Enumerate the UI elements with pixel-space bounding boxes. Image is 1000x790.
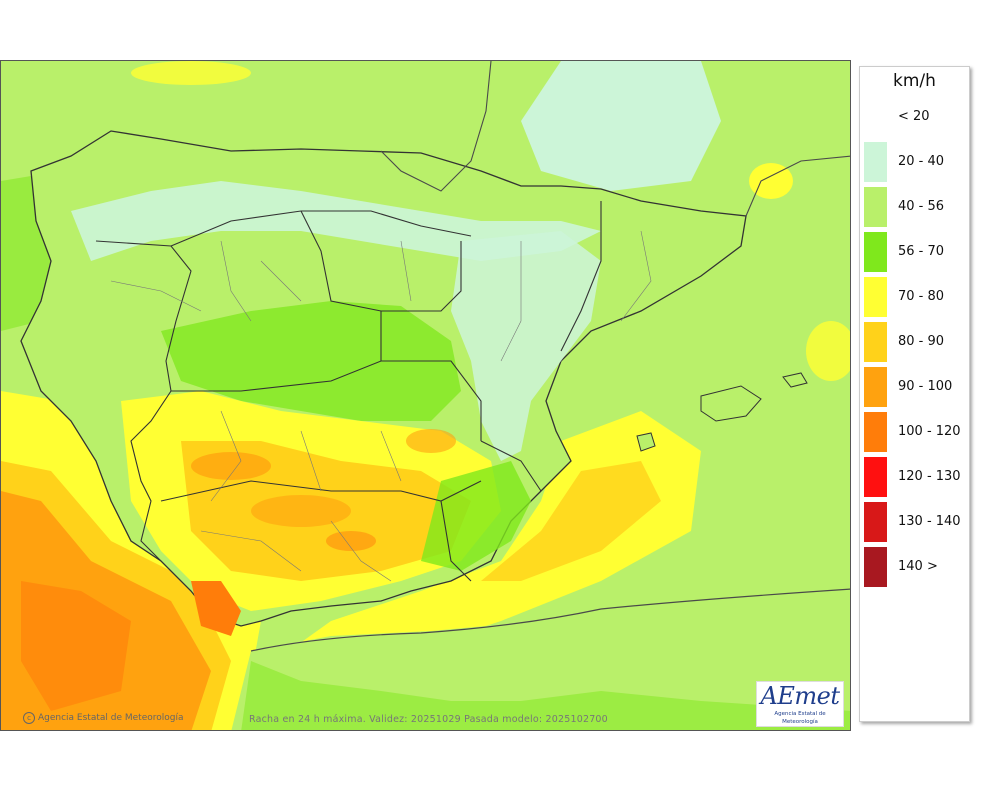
gust-zone xyxy=(806,321,850,381)
legend-item: 20 - 40 xyxy=(864,142,968,182)
legend-label: 140 > xyxy=(898,559,938,574)
ibiza xyxy=(636,432,656,452)
legend-label: < 20 xyxy=(898,109,930,124)
gust-zone xyxy=(481,461,661,581)
credit-text: Agencia Estatal de Meteorología xyxy=(38,713,184,723)
agency-credit: c Agencia Estatal de Meteorología xyxy=(23,712,184,724)
gust-zone xyxy=(191,581,241,636)
legend-item: 130 - 140 xyxy=(864,502,968,542)
legend-label: 90 - 100 xyxy=(898,379,953,394)
france-coastline xyxy=(745,155,850,217)
legend-swatch xyxy=(864,457,887,497)
legend-item: 140 > xyxy=(864,547,968,587)
legend-swatch xyxy=(864,367,887,407)
legend-label: 56 - 70 xyxy=(898,244,945,259)
gust-zone xyxy=(251,495,351,527)
legend-label: 80 - 90 xyxy=(898,334,945,349)
legend-swatch xyxy=(864,187,887,227)
legend-item: 80 - 90 xyxy=(864,322,968,362)
calm-zone xyxy=(451,231,601,461)
map-canvas xyxy=(1,61,850,730)
legend-swatch xyxy=(864,142,887,182)
france-atlantic-coastline xyxy=(380,61,492,192)
legend-item: < 20 xyxy=(864,97,968,137)
legend-swatch xyxy=(864,322,887,362)
legend-item: 70 - 80 xyxy=(864,277,968,317)
gust-zone xyxy=(241,661,850,730)
legend-unit: km/h xyxy=(893,71,936,91)
legend-item: 40 - 56 xyxy=(864,187,968,227)
mallorca xyxy=(700,385,762,422)
map-caption: Racha en 24 h máxima. Validez: 20251029 … xyxy=(249,714,608,725)
gust-zone xyxy=(326,531,376,551)
wind-gust-map: c Agencia Estatal de Meteorología Racha e… xyxy=(0,60,851,731)
legend-label: 130 - 140 xyxy=(898,514,961,529)
gust-zone xyxy=(749,163,793,199)
legend-swatch xyxy=(864,412,887,452)
aemet-logo: AEmet Agencia Estatal de Meteorología xyxy=(756,681,844,727)
calm-sea-zone xyxy=(521,61,721,191)
legend-label: 100 - 120 xyxy=(898,424,961,439)
legend-label: 40 - 56 xyxy=(898,199,945,214)
legend-swatch xyxy=(864,97,887,137)
province-borders xyxy=(110,230,652,582)
legend-swatch xyxy=(864,232,887,272)
legend-swatch xyxy=(864,502,887,542)
legend-swatch xyxy=(864,547,887,587)
gust-zone xyxy=(21,581,131,711)
legend-item: 90 - 100 xyxy=(864,367,968,407)
legend-item: 120 - 130 xyxy=(864,457,968,497)
menorca xyxy=(782,372,808,388)
legend-label: 120 - 130 xyxy=(898,469,961,484)
gust-zone xyxy=(191,452,271,480)
gust-zone xyxy=(406,429,456,453)
region-borders xyxy=(95,201,602,582)
legend-item: 100 - 120 xyxy=(864,412,968,452)
logo-text: AEmet xyxy=(760,682,840,710)
legend-label: 20 - 40 xyxy=(898,154,945,169)
logo-subtitle: Agencia Estatal de Meteorología xyxy=(774,711,826,725)
africa-coastline xyxy=(250,588,850,652)
legend-item: 56 - 70 xyxy=(864,232,968,272)
gust-zone xyxy=(131,61,251,85)
legend-label: 70 - 80 xyxy=(898,289,945,304)
copyright-icon: c xyxy=(23,712,35,724)
legend-panel: km/h < 20 20 - 40 40 - 56 56 - 70 70 - 80 80 … xyxy=(859,66,970,722)
legend-swatch xyxy=(864,277,887,317)
